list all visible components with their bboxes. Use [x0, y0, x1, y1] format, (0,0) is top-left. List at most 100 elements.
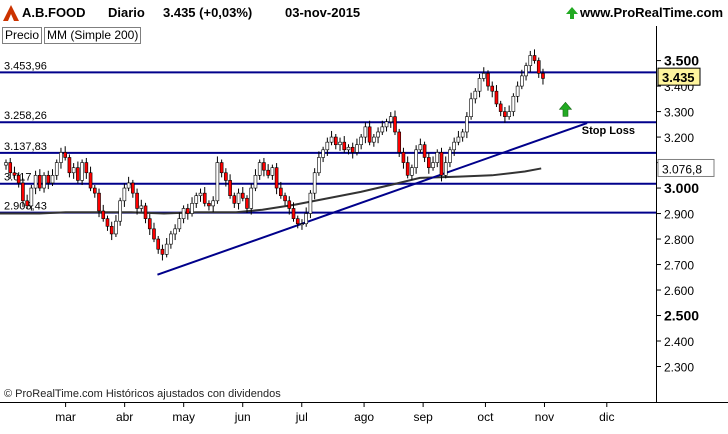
y-tick-label: 2.600 [664, 284, 694, 298]
candle-body [143, 205, 148, 219]
candle-body [304, 213, 308, 225]
price-tag-label: 3.435 [662, 70, 695, 85]
candle-body [219, 162, 224, 174]
chart-area[interactable]: 3.453,963.258,263.137,833.0172.903,43Sto… [0, 26, 657, 402]
price-axis[interactable]: 2.300 2.400 2.500 2.600 2.700 2.800 2.900 3.000… [657, 26, 728, 402]
time-axis-svg: mar abr may jun jul ago sep oct nov dic [55, 403, 614, 424]
candle-body [29, 187, 34, 207]
candle-body [257, 162, 262, 176]
candle-body [63, 152, 67, 158]
trend-line [157, 122, 588, 276]
x-tick-label: nov [535, 410, 554, 424]
stop-loss-annotation: Stop Loss [582, 125, 635, 137]
time-axis[interactable]: mar abr may jun jul ago sep oct nov dic [0, 402, 728, 429]
candle-body [287, 200, 292, 209]
price-plot[interactable]: 3.453,963.258,263.137,833.0172.903,43Sto… [0, 26, 656, 402]
candle-body [312, 172, 317, 194]
candle-body [8, 162, 13, 174]
level-label: 2.903,43 [4, 201, 47, 213]
candle-body [202, 192, 207, 204]
candle-body [194, 195, 199, 204]
candle-body [439, 152, 444, 176]
candle-body [173, 228, 177, 235]
candle-body [21, 182, 25, 202]
x-tick-label: sep [413, 410, 433, 424]
candle-body [139, 205, 144, 209]
candle-body [541, 73, 545, 79]
candle-body [427, 157, 431, 168]
candle-body [266, 169, 270, 176]
chart-header: A.B.FOOD Diario 3.435 (+0,03%) 03-nov-20… [0, 0, 728, 26]
candle-body [228, 180, 232, 197]
candle-body [460, 131, 465, 138]
candle-body [84, 162, 89, 174]
candle-body [477, 78, 482, 92]
candle-body [131, 182, 135, 194]
candle-body [486, 73, 490, 87]
candle-body [105, 218, 110, 227]
candle-body [114, 220, 118, 235]
green-up-arrow-icon [558, 101, 573, 117]
candle-body [524, 65, 528, 77]
candle-body [101, 210, 106, 219]
candle-body [224, 172, 228, 181]
candle-body [405, 162, 410, 176]
company-logo [3, 5, 19, 21]
candle-body [422, 144, 427, 158]
candle-body [253, 175, 258, 189]
level-label: 3.258,26 [4, 110, 47, 122]
candle-body [270, 167, 275, 176]
candle-body [511, 95, 516, 112]
candle-body [355, 144, 359, 153]
candle-body [181, 208, 186, 219]
candle-body [109, 225, 114, 235]
candle-body [465, 116, 469, 133]
candle-body [388, 116, 393, 123]
candle-body [135, 192, 139, 209]
candle-body [25, 200, 29, 207]
candle-body [401, 152, 406, 163]
candle-body [67, 157, 72, 174]
candle-body [245, 197, 249, 209]
x-tick-label: oct [477, 410, 494, 424]
level-label: 3.453,96 [4, 60, 47, 72]
candle-body [291, 208, 296, 219]
candle-body [59, 152, 63, 163]
candle-body [147, 218, 152, 230]
candle-body [46, 175, 51, 184]
y-tick-label: 3.000 [664, 180, 699, 196]
ma200-line [0, 167, 542, 215]
x-tick-label: mar [55, 410, 76, 424]
candle-body [473, 90, 478, 100]
candle-body [325, 141, 330, 151]
candle-body [295, 218, 300, 225]
level-label: 3.137,83 [4, 141, 47, 153]
ma-indicator-label[interactable]: MM (Simple 200) [44, 27, 142, 44]
y-tick-label: 2.300 [664, 361, 694, 375]
candle-body [4, 162, 8, 166]
candle-body [240, 192, 245, 199]
candle-body [435, 152, 440, 163]
price-indicator-label[interactable]: Precio [2, 27, 43, 44]
candle-body [532, 55, 537, 61]
candle-body [164, 243, 169, 255]
candle-body [367, 126, 372, 143]
site-url[interactable]: www.ProRealTime.com [580, 5, 724, 20]
candle-body [469, 98, 473, 117]
candle-body [198, 192, 203, 197]
candle-body [283, 195, 287, 202]
last-price: 3.435 (+0,03%) [163, 5, 253, 20]
candle-body [494, 90, 499, 105]
x-tick-label: abr [116, 410, 133, 424]
candle-body [232, 195, 237, 204]
y-tick-label: 2.800 [664, 233, 694, 247]
candle-body [456, 136, 461, 143]
candle-body [359, 136, 363, 146]
candle-body [54, 162, 59, 176]
candle-body [507, 111, 511, 117]
candle-body [397, 131, 402, 153]
price-axis-svg: 2.300 2.400 2.500 2.600 2.700 2.800 2.900 3.000… [657, 53, 715, 375]
candle-body [333, 136, 338, 146]
candle-body [410, 167, 414, 176]
candle-body [169, 233, 173, 245]
